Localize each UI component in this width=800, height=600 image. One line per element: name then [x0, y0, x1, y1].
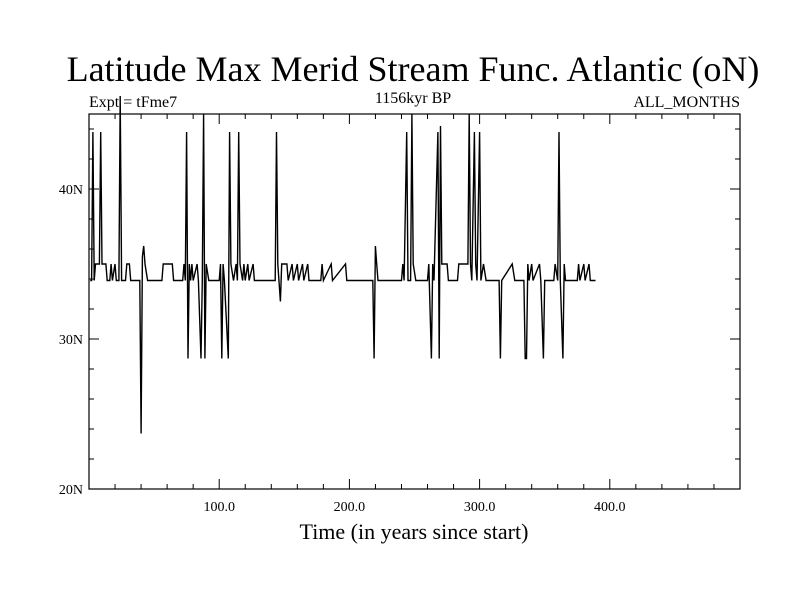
chart-title: Latitude Max Merid Stream Func. Atlantic…	[67, 49, 760, 89]
period-label: 1156kyr BP	[375, 90, 451, 107]
series-group	[90, 95, 596, 434]
x-tick-label: 100.0	[203, 500, 235, 515]
y-tick-label: 20N	[59, 483, 83, 498]
x-tick-label: 300.0	[464, 500, 496, 515]
x-tick-label: 200.0	[334, 500, 366, 515]
plot-frame	[88, 113, 741, 490]
series-line	[90, 95, 596, 434]
axis-ticks: 100.0 200.0 300.0 400.0 20N 30N 40N	[59, 114, 740, 515]
y-tick-label: 40N	[59, 183, 83, 198]
y-tick-label: 30N	[59, 333, 83, 348]
x-tick-label: 400.0	[594, 500, 626, 515]
x-axis-label: Time (in years since start)	[300, 519, 529, 544]
experiment-label: Expt = tFme7	[89, 94, 177, 111]
months-label: ALL_MONTHS	[633, 94, 740, 111]
